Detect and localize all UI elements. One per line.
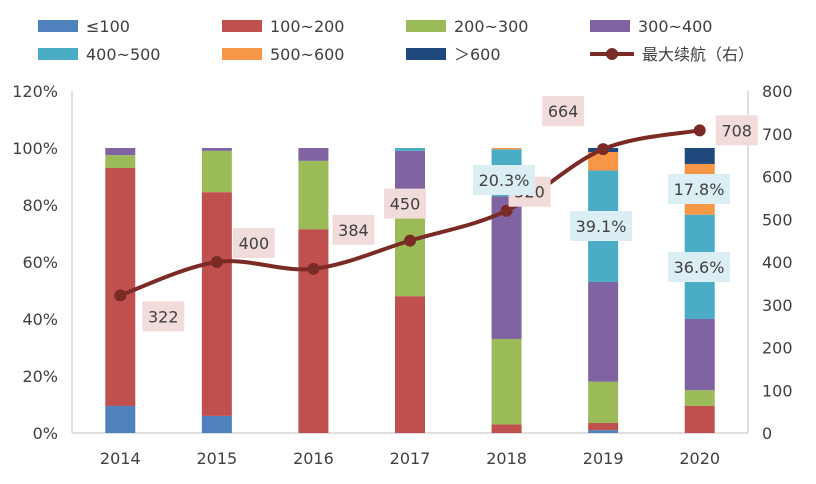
x-tick-label: 2018 bbox=[486, 449, 527, 468]
left-tick-label: 60% bbox=[22, 253, 58, 272]
legend-label: 300~400 bbox=[638, 17, 712, 36]
right-tick-label: 100 bbox=[762, 381, 793, 400]
bar-segment bbox=[298, 229, 329, 433]
legend-swatch bbox=[38, 48, 78, 60]
bar-annotation-box bbox=[570, 211, 632, 241]
bar-segment bbox=[684, 148, 715, 164]
range-point bbox=[404, 234, 416, 247]
bar-annotation-box bbox=[473, 165, 535, 195]
left-tick-label: 40% bbox=[22, 310, 58, 329]
line-data-label-box bbox=[232, 228, 275, 258]
bar-segment bbox=[588, 430, 619, 433]
legend-label: 400~500 bbox=[86, 45, 160, 64]
legend-swatch bbox=[406, 20, 446, 32]
legend-label: 最大续航（右） bbox=[642, 45, 754, 64]
bar-annotation-box bbox=[668, 174, 730, 204]
legend-label: 100~200 bbox=[270, 17, 344, 36]
x-tick-label: 2016 bbox=[293, 449, 334, 468]
bar-segment bbox=[588, 151, 619, 171]
right-tick-label: 600 bbox=[762, 168, 793, 187]
range-point bbox=[693, 124, 706, 137]
left-tick-label: 80% bbox=[22, 196, 58, 215]
bar-segment bbox=[105, 155, 136, 168]
legend-label: 200~300 bbox=[454, 17, 528, 36]
bar-segment bbox=[105, 148, 136, 156]
bar-segment bbox=[491, 196, 522, 339]
x-tick-label: 2017 bbox=[390, 449, 431, 468]
line-data-label: 708 bbox=[721, 121, 752, 140]
line-data-label: 400 bbox=[239, 234, 270, 253]
range-point bbox=[307, 262, 320, 275]
bar-annotation-label: 39.1% bbox=[576, 217, 627, 236]
line-data-label-box bbox=[142, 301, 185, 332]
x-tick-label: 2015 bbox=[196, 449, 237, 468]
bar-segment bbox=[298, 160, 329, 230]
left-tick-label: 100% bbox=[12, 139, 58, 158]
bar-annotation-label: 17.8% bbox=[674, 180, 725, 199]
bar-segment bbox=[395, 296, 425, 433]
bar-segment bbox=[105, 405, 136, 433]
bar-segment bbox=[588, 423, 619, 431]
bar-annotation-label: 20.3% bbox=[479, 171, 530, 190]
line-data-label-box bbox=[715, 115, 758, 146]
line-data-label-box bbox=[332, 214, 375, 245]
bar-segment bbox=[491, 424, 522, 433]
bar-segment bbox=[298, 148, 329, 161]
legend-swatch bbox=[590, 20, 630, 32]
x-tick-label: 2014 bbox=[100, 449, 141, 468]
line-data-label: 664 bbox=[548, 102, 579, 121]
right-tick-label: 700 bbox=[762, 125, 793, 144]
legend-swatch bbox=[406, 48, 446, 60]
x-tick-label: 2020 bbox=[679, 449, 720, 468]
legend-label: ＞600 bbox=[454, 45, 501, 64]
right-tick-label: 800 bbox=[762, 82, 793, 101]
range-point bbox=[597, 143, 610, 156]
left-tick-label: 120% bbox=[12, 82, 58, 101]
legend-swatch bbox=[222, 48, 262, 60]
bar-segment bbox=[491, 148, 522, 150]
bar-segment bbox=[105, 167, 136, 406]
bar-segment bbox=[201, 150, 232, 193]
bar-annotation-box bbox=[668, 252, 730, 282]
range-point bbox=[114, 289, 127, 302]
bar-segment bbox=[395, 205, 425, 297]
range-point bbox=[210, 256, 223, 268]
legend-label: 500~600 bbox=[270, 45, 344, 64]
line-data-label: 450 bbox=[390, 195, 421, 214]
bar-segment bbox=[201, 192, 232, 416]
bar-segment bbox=[491, 338, 522, 425]
legend-line-marker bbox=[606, 48, 618, 60]
line-data-label-box bbox=[542, 96, 585, 127]
bar-segment bbox=[201, 415, 232, 433]
bar-segment bbox=[588, 281, 619, 382]
bar-segment bbox=[684, 319, 715, 391]
legend-swatch bbox=[222, 20, 262, 32]
right-tick-label: 400 bbox=[762, 253, 793, 272]
bar-segment bbox=[201, 148, 232, 151]
bar-segment bbox=[684, 405, 715, 433]
right-tick-label: 0 bbox=[762, 424, 772, 443]
right-tick-label: 200 bbox=[762, 339, 793, 358]
bar-segment bbox=[588, 381, 619, 424]
range-point bbox=[500, 204, 513, 217]
bar-segment bbox=[684, 390, 715, 406]
left-tick-label: 20% bbox=[22, 367, 58, 386]
legend-label: ≤100 bbox=[86, 17, 130, 36]
right-tick-label: 300 bbox=[762, 296, 793, 315]
line-data-label-box bbox=[384, 188, 426, 219]
x-tick-label: 2019 bbox=[583, 449, 624, 468]
legend-swatch bbox=[38, 20, 78, 32]
line-data-label: 384 bbox=[338, 221, 369, 240]
line-data-label: 322 bbox=[148, 307, 179, 326]
left-tick-label: 0% bbox=[33, 424, 58, 443]
bar-segment bbox=[395, 148, 425, 151]
bar-annotation-label: 36.6% bbox=[674, 258, 725, 277]
right-tick-label: 500 bbox=[762, 210, 793, 229]
